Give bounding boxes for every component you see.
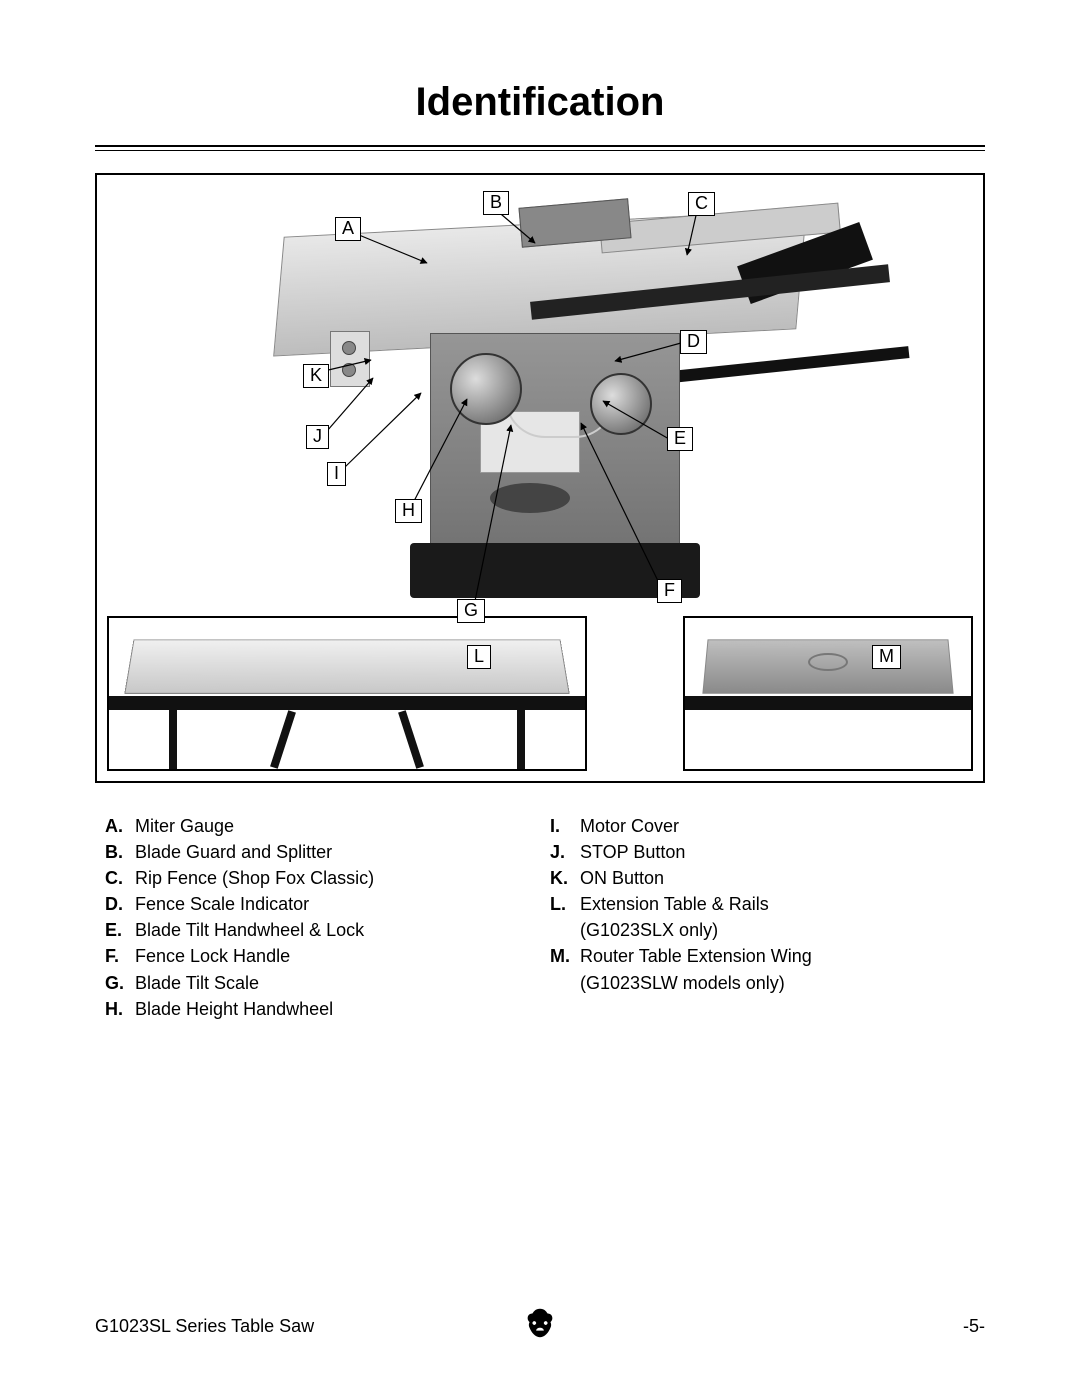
legend-subtext: (G1023SLW models only) (540, 970, 985, 996)
callout-B: B (483, 191, 509, 215)
legend-item: G.Blade Tilt Scale (95, 970, 540, 996)
leg-shape (398, 710, 424, 769)
legend-subtext: (G1023SLX only) (540, 917, 985, 943)
tilt-handwheel-shape (590, 373, 652, 435)
legend-text: Blade Height Handwheel (135, 996, 333, 1022)
title-rule (95, 145, 985, 151)
leg-shape (517, 710, 525, 769)
callout-G: G (457, 599, 485, 623)
legend-text: STOP Button (580, 839, 685, 865)
legend-item: K.ON Button (540, 865, 985, 891)
legend-letter: G. (105, 970, 135, 996)
legend-letter: C. (105, 865, 135, 891)
legend-text: Blade Tilt Handwheel & Lock (135, 917, 364, 943)
legend-text: Blade Tilt Scale (135, 970, 259, 996)
callout-H: H (395, 499, 422, 523)
switch-box (330, 331, 370, 387)
legend-letter: A. (105, 813, 135, 839)
table-saw-illustration (220, 183, 860, 613)
legend-text: ON Button (580, 865, 664, 891)
legend-item: D.Fence Scale Indicator (95, 891, 540, 917)
callout-C: C (688, 192, 715, 216)
bear-logo-icon (521, 1305, 559, 1348)
page-title: Identification (95, 80, 985, 125)
extension-table-rail (109, 696, 585, 710)
legend-text: Router Table Extension Wing (580, 943, 812, 969)
legend-letter: L. (550, 891, 580, 917)
legend-letter: M. (550, 943, 580, 969)
callout-I: I (327, 462, 346, 486)
legend-item: I.Motor Cover (540, 813, 985, 839)
callout-F: F (657, 579, 682, 603)
inset-router-wing (683, 616, 973, 771)
callout-M: M (872, 645, 901, 669)
legend-item: J.STOP Button (540, 839, 985, 865)
page-number: -5- (963, 1316, 985, 1337)
identification-figure: A B C D E F G H I J K L M (95, 173, 985, 783)
manual-page: Identification (0, 0, 1080, 1397)
height-handwheel-shape (450, 353, 522, 425)
callout-K: K (303, 364, 329, 388)
legend-item: L.Extension Table & Rails (540, 891, 985, 917)
legend-letter: F. (105, 943, 135, 969)
router-insert-hole (808, 653, 848, 671)
parts-legend: A.Miter GaugeB.Blade Guard and SplitterC… (95, 813, 985, 1022)
legend-text: Fence Lock Handle (135, 943, 290, 969)
legend-text: Rip Fence (Shop Fox Classic) (135, 865, 374, 891)
router-wing-rail (685, 696, 971, 710)
footer-product-name: G1023SL Series Table Saw (95, 1316, 314, 1337)
legend-item: E.Blade Tilt Handwheel & Lock (95, 917, 540, 943)
callout-J: J (306, 425, 329, 449)
legend-item: B.Blade Guard and Splitter (95, 839, 540, 865)
legend-letter: I. (550, 813, 580, 839)
callout-E: E (667, 427, 693, 451)
extension-table-legs (139, 710, 555, 769)
legend-letter: H. (105, 996, 135, 1022)
legend-text: Fence Scale Indicator (135, 891, 309, 917)
legend-item: C.Rip Fence (Shop Fox Classic) (95, 865, 540, 891)
legend-letter: D. (105, 891, 135, 917)
legend-text: Blade Guard and Splitter (135, 839, 332, 865)
legend-column-left: A.Miter GaugeB.Blade Guard and SplitterC… (95, 813, 540, 1022)
extension-table-top (124, 639, 569, 693)
callout-A: A (335, 217, 361, 241)
legend-text: Extension Table & Rails (580, 891, 769, 917)
legend-letter: E. (105, 917, 135, 943)
inset-extension-table (107, 616, 587, 771)
callout-D: D (680, 330, 707, 354)
legend-item: M.Router Table Extension Wing (540, 943, 985, 969)
legend-letter: K. (550, 865, 580, 891)
legend-item: F.Fence Lock Handle (95, 943, 540, 969)
on-button-shape (342, 341, 356, 355)
stop-button-shape (342, 363, 356, 377)
page-footer: G1023SL Series Table Saw -5- (95, 1316, 985, 1337)
legend-letter: J. (550, 839, 580, 865)
legend-text: Miter Gauge (135, 813, 234, 839)
leg-shape (169, 710, 177, 769)
legend-column-right: I.Motor CoverJ.STOP ButtonK.ON ButtonL.E… (540, 813, 985, 1022)
brand-badge (490, 483, 570, 513)
callout-L: L (467, 645, 491, 669)
legend-item: A.Miter Gauge (95, 813, 540, 839)
leg-shape (270, 710, 296, 769)
legend-item: H.Blade Height Handwheel (95, 996, 540, 1022)
legend-letter: B. (105, 839, 135, 865)
legend-text: Motor Cover (580, 813, 679, 839)
